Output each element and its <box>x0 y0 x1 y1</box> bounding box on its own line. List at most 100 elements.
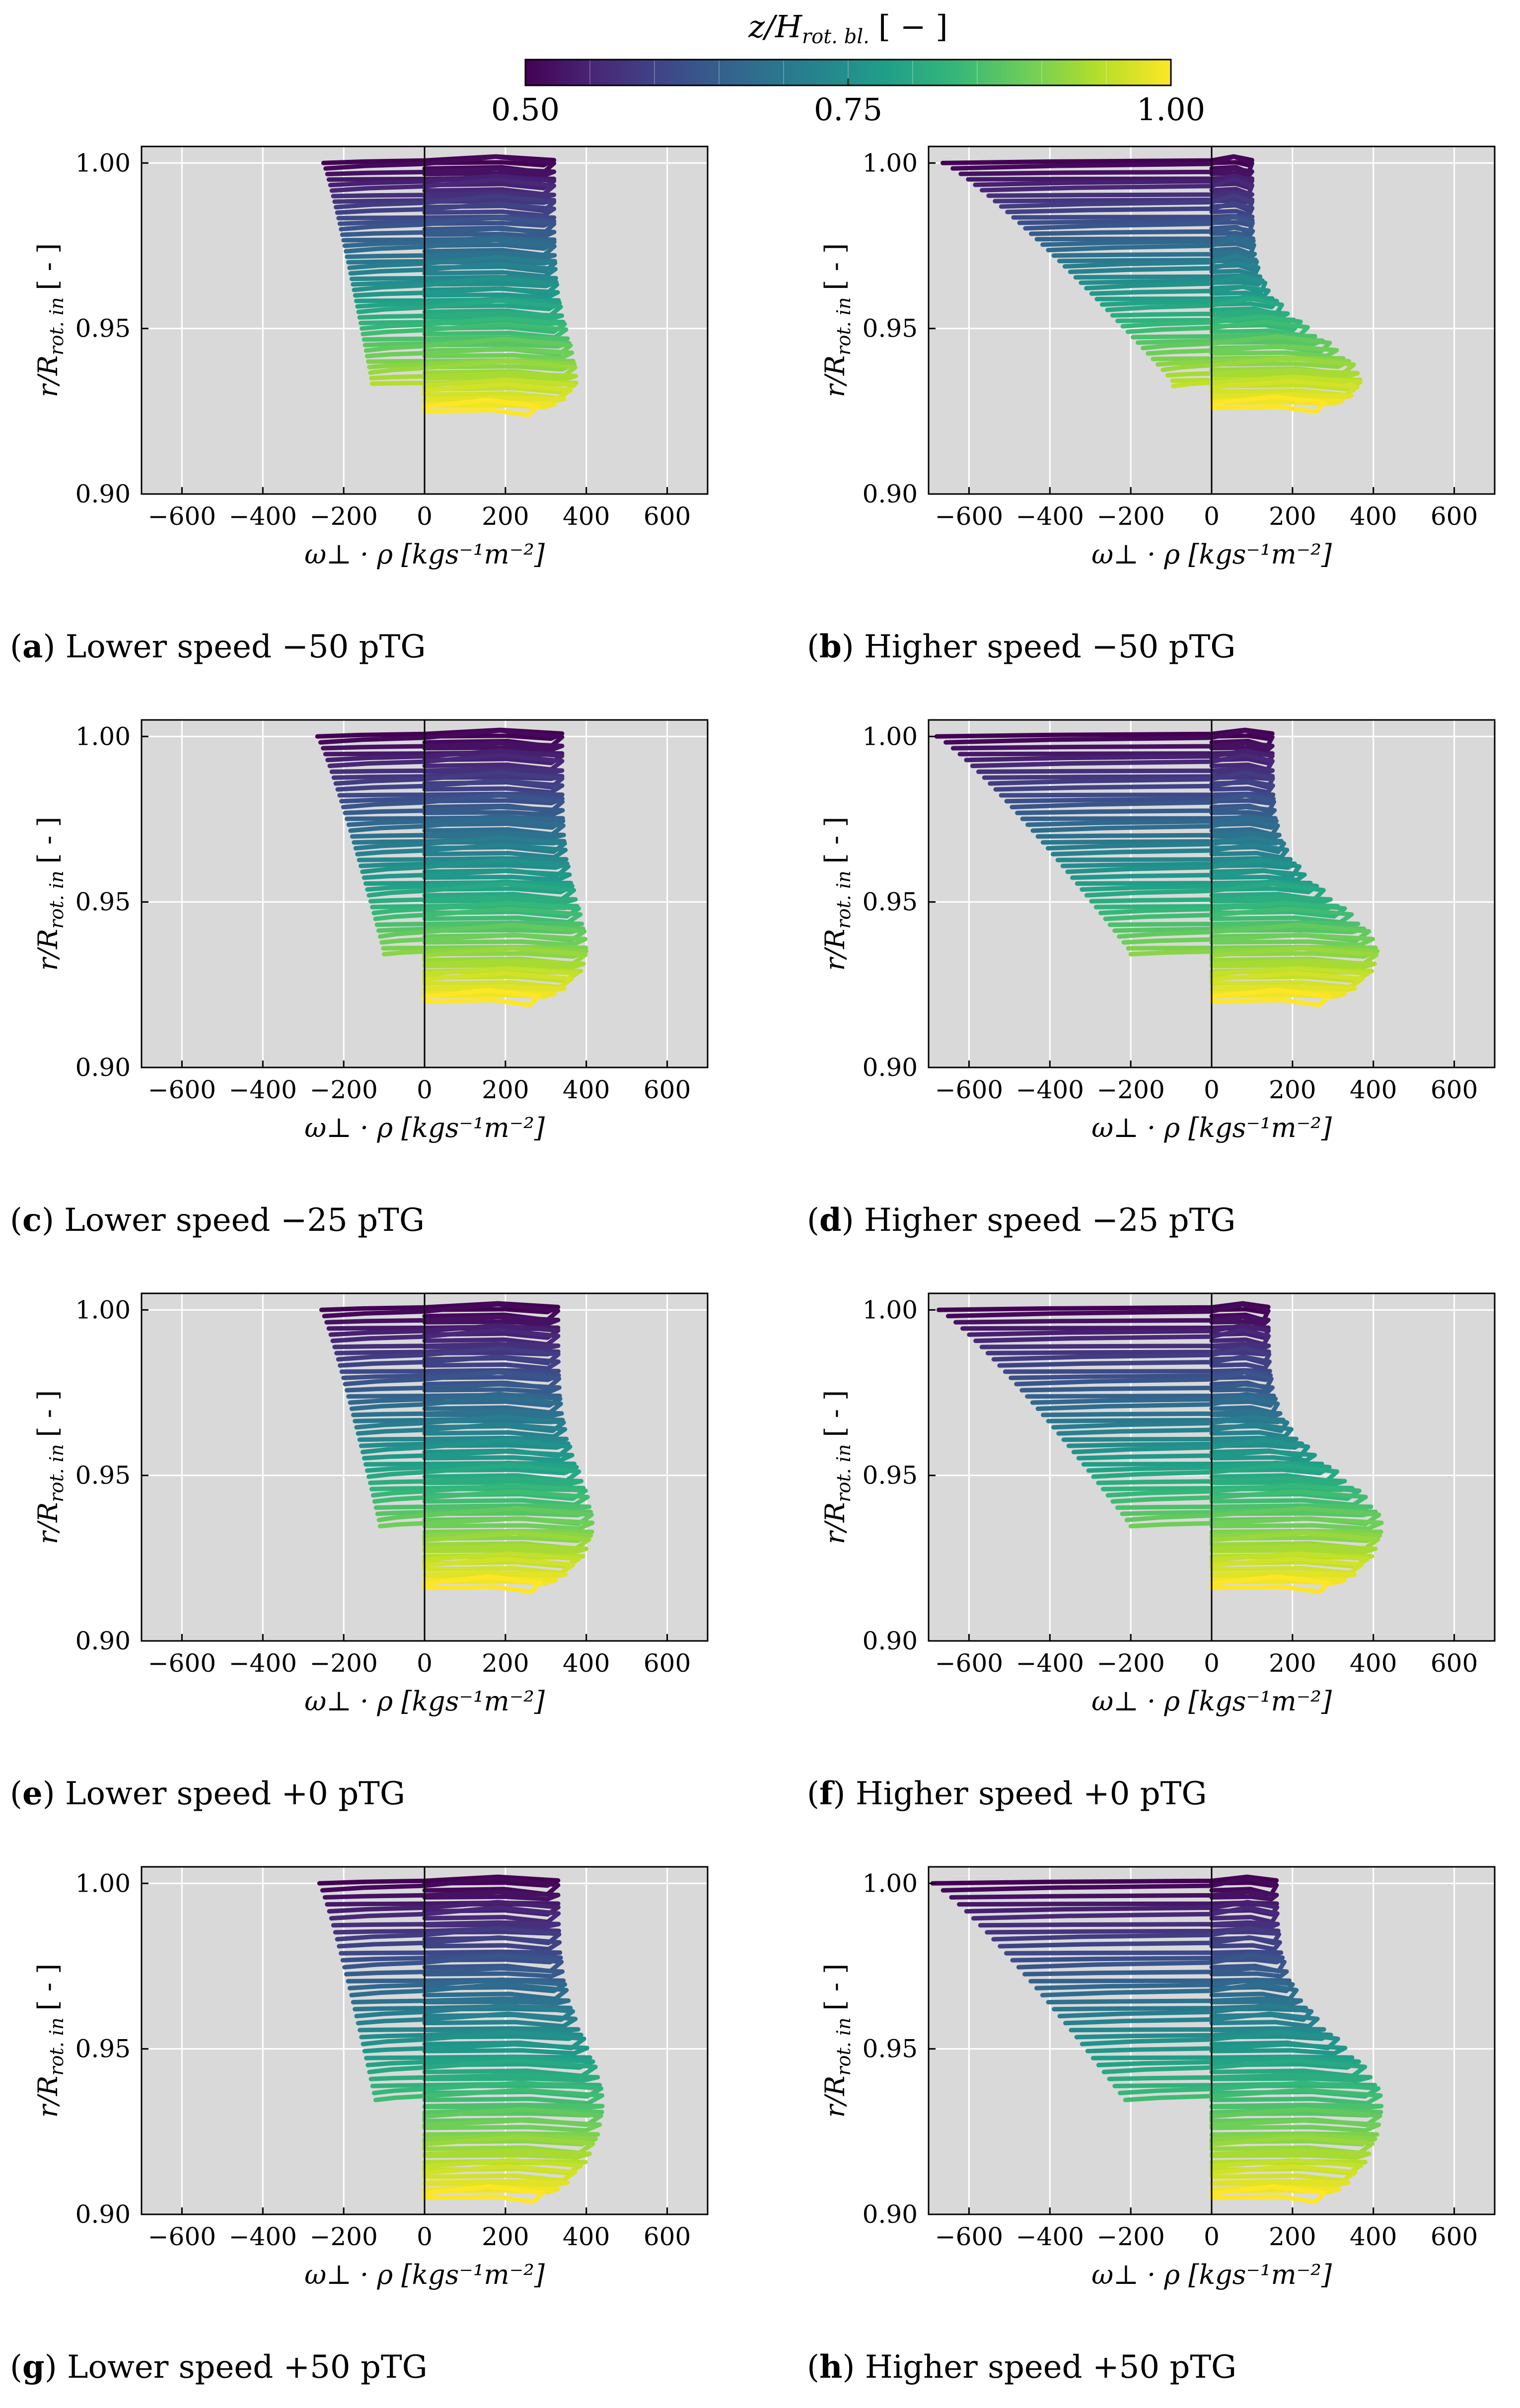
series-line <box>1098 901 1347 919</box>
series-line <box>1030 817 1280 837</box>
chart-panel-d: −600 −400 −200 0 200 400 600 0.90 0.95 1.00 ω⊥ · ρ… <box>819 719 1496 1143</box>
series-line <box>967 1323 1271 1340</box>
caption-a: (a) Lower speed −50 pTG <box>10 628 426 665</box>
series-line <box>366 881 577 902</box>
series-line <box>1056 1421 1294 1439</box>
series-line <box>377 1516 595 1531</box>
caption-e: (e) Lower speed +0 pTG <box>10 1775 405 1812</box>
y-tick-label: 1.00 <box>863 1869 918 1898</box>
series-group <box>321 154 579 418</box>
series-line <box>1128 945 1380 959</box>
series-line <box>1070 868 1307 882</box>
series-line <box>1063 2011 1320 2029</box>
x-tick-label: −200 <box>1096 502 1164 531</box>
x-tick-label: 600 <box>1431 1075 1478 1104</box>
series-line <box>1085 2042 1348 2056</box>
caption-text: Higher speed −50 pTG <box>864 629 1236 665</box>
caption-letter: f <box>819 1775 833 1812</box>
series-line <box>328 173 557 191</box>
series-line <box>317 1874 561 1888</box>
series-line <box>365 2055 595 2070</box>
y-tick-label: 1.00 <box>75 148 131 177</box>
series-line <box>329 1905 561 1924</box>
series-line <box>1120 314 1303 332</box>
y-tick-label: 0.90 <box>75 1053 131 1082</box>
x-tick-label: 400 <box>563 1075 610 1104</box>
x-tick-label: −200 <box>309 502 377 531</box>
x-tick-label: 600 <box>1431 2222 1478 2251</box>
series-line <box>382 945 588 959</box>
series-line <box>368 1477 583 1487</box>
x-tick-label: 200 <box>482 2222 529 2251</box>
caption-letter: e <box>22 1775 43 1812</box>
series-line <box>941 1876 1279 1897</box>
caption-h: (h) Higher speed +50 pTG <box>807 2348 1237 2386</box>
series-line <box>348 262 558 279</box>
x-tick-label: 400 <box>563 1649 610 1678</box>
x-tick-label: 600 <box>644 1075 691 1104</box>
x-tick-label: 200 <box>1269 1649 1316 1678</box>
series-line <box>422 2103 605 2110</box>
x-axis-label: ω⊥ · ρ [kgs⁻¹m⁻²] <box>304 1686 545 1717</box>
series-line <box>319 1301 561 1315</box>
series-line <box>335 202 557 218</box>
panels: −600 −400 −200 0 200 400 600 0.90 0.95 1.00 ω⊥ · ρ… <box>32 145 1496 2290</box>
series-line <box>1115 1503 1374 1511</box>
y-tick-label: 0.90 <box>863 1627 918 1655</box>
colorbar-tick-label: 0.75 <box>814 91 882 128</box>
x-axis-label: ω⊥ · ρ [kgs⁻¹m⁻²] <box>304 539 545 570</box>
series-line <box>337 1935 562 1952</box>
series-line <box>356 1421 568 1439</box>
series-line <box>373 1503 592 1511</box>
series-line <box>422 1544 589 1555</box>
colorbar-tick-label: 0.50 <box>491 91 560 128</box>
y-tick-label: 1.00 <box>75 1869 131 1898</box>
series-line <box>340 226 557 239</box>
series-line <box>346 814 566 830</box>
series-group <box>317 1874 605 2204</box>
series-line <box>322 1890 561 1902</box>
y-tick-label: 0.95 <box>75 314 131 343</box>
series-line <box>327 753 565 772</box>
series-line <box>1209 2103 1384 2110</box>
series-line <box>338 1354 561 1371</box>
x-tick-label: −400 <box>229 502 297 531</box>
series-line <box>364 346 575 361</box>
series-line <box>936 1301 1271 1315</box>
y-axis-label: r/Rrot. in[ - ] <box>819 1964 855 2118</box>
series-line <box>1086 1460 1332 1476</box>
caption-c: (c) Lower speed −25 pTG <box>10 1202 425 1239</box>
series-line <box>1146 344 1339 358</box>
series-line <box>1107 2072 1373 2083</box>
caption-text: Higher speed −25 pTG <box>864 1202 1236 1239</box>
series-line <box>351 1409 564 1418</box>
series-line <box>1103 907 1354 924</box>
series-line <box>971 1905 1280 1924</box>
x-axis-label: ω⊥ · ρ [kgs⁻¹m⁻²] <box>304 1112 545 1143</box>
caption-d: (d) Higher speed −25 pTG <box>807 1202 1236 1239</box>
x-tick-label: −600 <box>148 502 216 531</box>
x-tick-label: 200 <box>482 502 529 531</box>
series-line <box>368 895 578 905</box>
y-tick-label: 0.95 <box>75 888 131 917</box>
y-tick-label: 0.95 <box>75 1461 131 1490</box>
y-tick-label: 0.95 <box>863 2035 918 2063</box>
caption-text: Higher speed +0 pTG <box>855 1775 1207 1812</box>
series-line <box>357 1435 569 1443</box>
caption-letter: c <box>22 1202 42 1239</box>
x-tick-label: 0 <box>417 502 433 531</box>
caption-letter: h <box>819 2348 843 2386</box>
x-tick-label: 0 <box>417 1075 433 1104</box>
x-tick-label: 400 <box>1350 2222 1397 2251</box>
series-line <box>361 322 569 340</box>
x-tick-label: −600 <box>148 1075 216 1104</box>
x-tick-label: −600 <box>148 1649 216 1678</box>
series-line <box>973 1328 1271 1347</box>
y-tick-label: 0.95 <box>863 888 918 917</box>
series-line <box>976 767 1275 775</box>
series-line <box>347 1977 568 1993</box>
x-axis-label: ω⊥ · ρ [kgs⁻¹m⁻²] <box>1091 539 1332 570</box>
caption-text: Lower speed +50 pTG <box>67 2349 428 2386</box>
series-line <box>360 316 567 334</box>
